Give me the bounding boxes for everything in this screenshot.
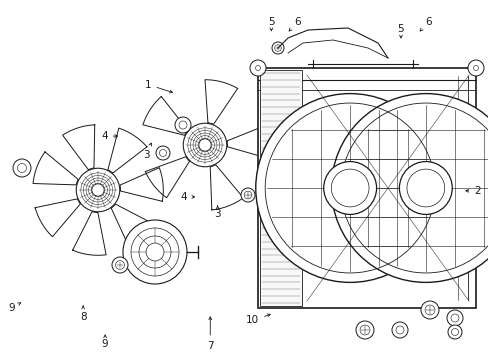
Text: 5: 5: [267, 17, 274, 31]
Circle shape: [249, 60, 265, 76]
Text: 5: 5: [397, 24, 404, 38]
Circle shape: [92, 184, 104, 196]
Circle shape: [395, 326, 403, 334]
Polygon shape: [120, 168, 163, 201]
Text: 6: 6: [419, 17, 431, 31]
Circle shape: [183, 123, 226, 167]
Bar: [258, 68, 475, 308]
Polygon shape: [62, 125, 95, 170]
Text: 8: 8: [80, 306, 86, 322]
Circle shape: [241, 188, 254, 202]
Polygon shape: [73, 212, 106, 255]
Circle shape: [179, 121, 186, 129]
Circle shape: [159, 149, 166, 157]
Circle shape: [391, 322, 407, 338]
Circle shape: [450, 314, 458, 322]
Polygon shape: [204, 80, 237, 124]
Text: 6: 6: [288, 17, 301, 31]
Circle shape: [399, 162, 451, 215]
Circle shape: [291, 137, 347, 193]
Polygon shape: [226, 125, 270, 158]
Circle shape: [355, 321, 373, 339]
Polygon shape: [35, 199, 80, 237]
Circle shape: [123, 220, 186, 284]
Circle shape: [475, 169, 483, 176]
Circle shape: [199, 139, 211, 151]
Polygon shape: [33, 152, 78, 185]
Polygon shape: [111, 204, 153, 247]
Circle shape: [472, 66, 478, 71]
Circle shape: [447, 325, 461, 339]
Circle shape: [323, 162, 376, 215]
Circle shape: [255, 94, 444, 282]
Text: 2: 2: [465, 186, 480, 196]
Polygon shape: [108, 128, 147, 173]
Circle shape: [156, 146, 170, 160]
Circle shape: [470, 63, 480, 73]
Polygon shape: [145, 157, 189, 198]
Text: 4: 4: [101, 131, 117, 141]
Text: 3: 3: [143, 143, 151, 160]
Circle shape: [331, 94, 488, 282]
Circle shape: [446, 310, 462, 326]
Text: 9: 9: [8, 303, 20, 313]
Circle shape: [467, 60, 483, 76]
Text: 7: 7: [206, 317, 213, 351]
Circle shape: [112, 257, 128, 273]
Text: 4: 4: [180, 192, 194, 202]
Circle shape: [255, 66, 260, 71]
Circle shape: [13, 159, 31, 177]
Circle shape: [271, 42, 284, 54]
Circle shape: [252, 63, 263, 73]
Bar: [260, 70, 302, 306]
Circle shape: [450, 328, 458, 336]
Polygon shape: [142, 96, 187, 135]
Bar: [475, 170, 483, 180]
Circle shape: [175, 117, 191, 133]
Circle shape: [76, 168, 120, 212]
Circle shape: [18, 163, 26, 172]
Text: 3: 3: [214, 206, 221, 219]
Text: 10: 10: [245, 314, 270, 325]
Text: 1: 1: [144, 80, 172, 93]
Circle shape: [420, 301, 438, 319]
Polygon shape: [210, 165, 243, 210]
Text: 9: 9: [102, 335, 108, 349]
